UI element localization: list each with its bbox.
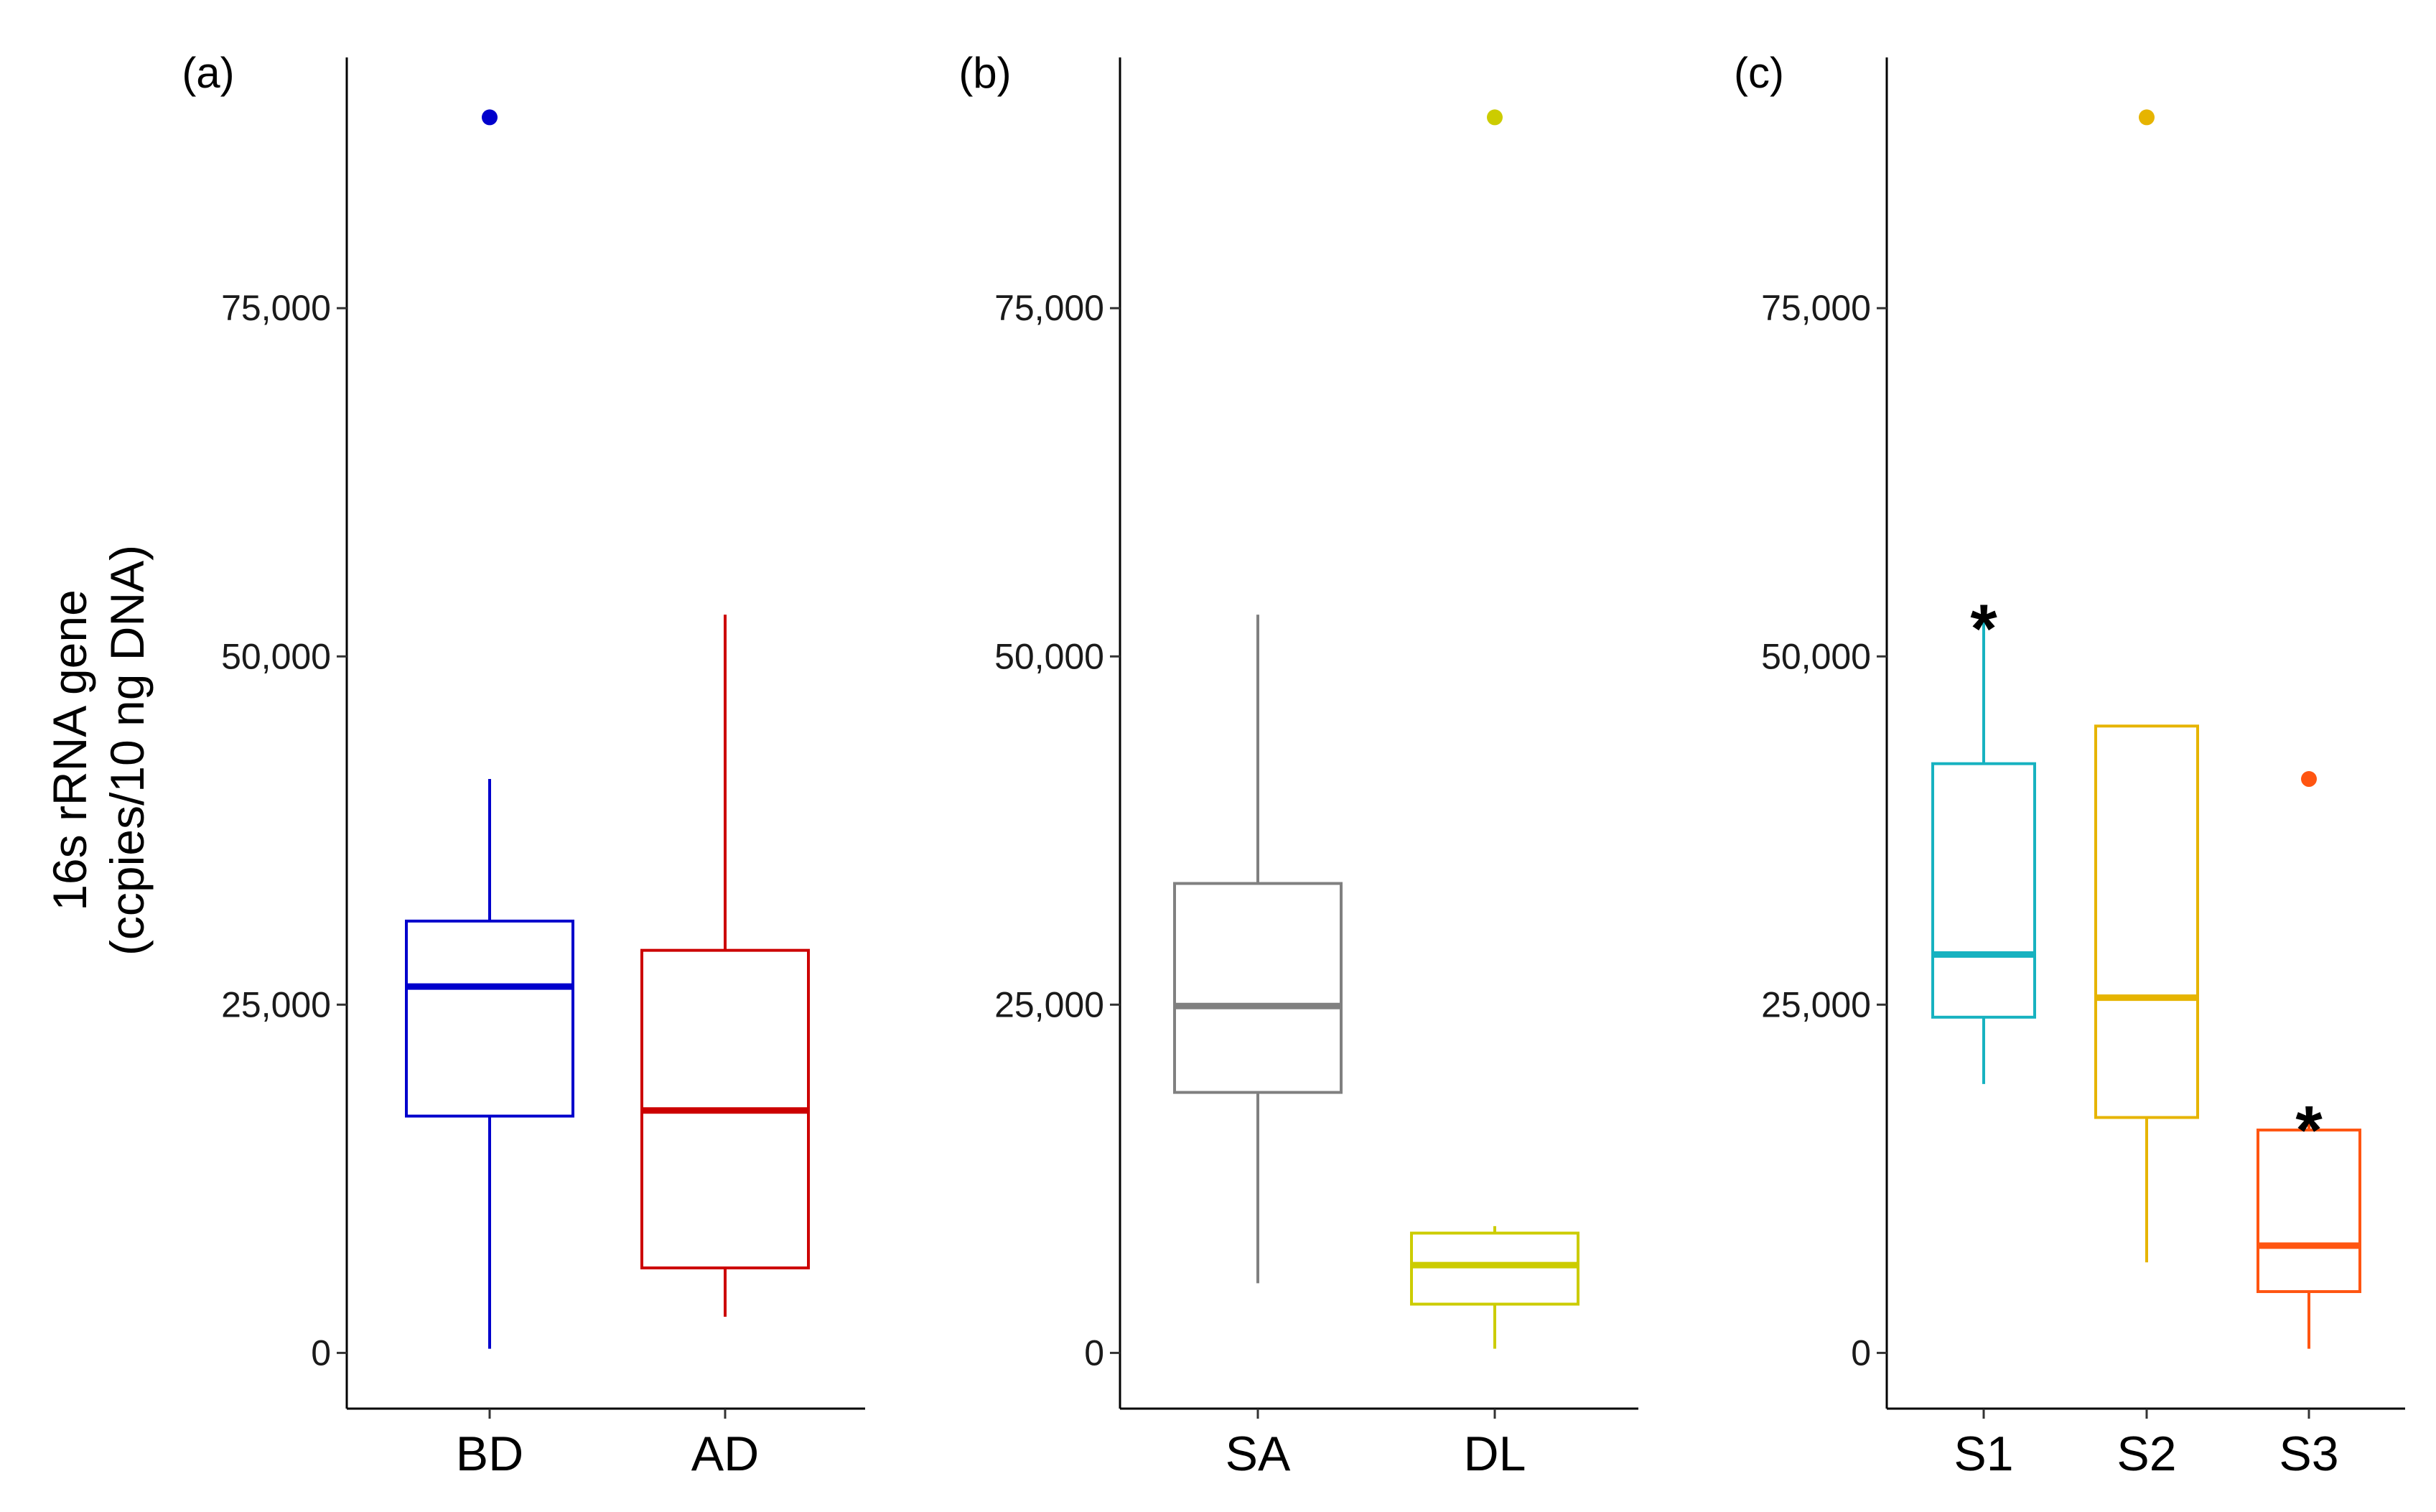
panel-label: (c) bbox=[1734, 49, 1784, 97]
x-category-label: S2 bbox=[2117, 1427, 2176, 1481]
panel-label: (a) bbox=[182, 49, 234, 97]
box-SA: SA bbox=[1173, 615, 1343, 1481]
box-iqr bbox=[1173, 882, 1343, 1094]
panel-c: 0 25,000 50,000 75,000 (c) S1 S2 S3 * * bbox=[1734, 49, 2405, 1481]
y-tick-label: 0 bbox=[311, 1333, 331, 1373]
x-category-label: S1 bbox=[1954, 1427, 2013, 1481]
box-BD: BD bbox=[405, 109, 574, 1481]
panel-label: (b) bbox=[958, 49, 1011, 97]
box-iqr bbox=[1931, 762, 2036, 1019]
box-iqr bbox=[2094, 724, 2199, 1119]
box-AD: AD bbox=[640, 615, 810, 1481]
y-tick-label: 50,000 bbox=[1761, 636, 1871, 676]
x-category-label: AD bbox=[691, 1427, 759, 1481]
box-S3: S3 bbox=[2257, 771, 2361, 1481]
outlier-point bbox=[482, 109, 498, 126]
box-S2: S2 bbox=[2094, 109, 2199, 1481]
y-tick-label: 75,000 bbox=[221, 288, 331, 328]
y-tick-label: 50,000 bbox=[221, 636, 331, 676]
y-axis-title-line1: 16s rRNA gene bbox=[43, 589, 96, 911]
y-tick-label: 50,000 bbox=[994, 636, 1104, 676]
x-category-label: SA bbox=[1226, 1427, 1291, 1481]
box-S1: S1 bbox=[1931, 615, 2036, 1481]
y-tick-label: 75,000 bbox=[1761, 288, 1871, 328]
y-tick-label: 25,000 bbox=[221, 984, 331, 1025]
outlier-point bbox=[2139, 109, 2155, 126]
x-category-label: S3 bbox=[2279, 1427, 2338, 1481]
y-tick-label: 25,000 bbox=[994, 984, 1104, 1025]
panel-a: 0 25,000 50,000 75,000 (a) BD AD bbox=[182, 49, 865, 1481]
box-iqr bbox=[1410, 1231, 1579, 1306]
box-iqr bbox=[2257, 1128, 2361, 1294]
y-tick-label: 25,000 bbox=[1761, 984, 1871, 1025]
y-tick-label: 75,000 bbox=[994, 288, 1104, 328]
y-tick-label: 0 bbox=[1084, 1333, 1104, 1373]
box-iqr bbox=[405, 919, 574, 1118]
significance-star: * bbox=[2295, 1092, 2323, 1169]
outlier-point bbox=[2301, 771, 2317, 788]
y-axis-title-line2: (ccpies/10 ng DNA) bbox=[101, 545, 154, 956]
x-category-label: DL bbox=[1464, 1427, 1526, 1481]
significance-star: * bbox=[1970, 590, 1997, 667]
y-tick-label: 0 bbox=[1851, 1333, 1871, 1373]
box-DL: DL bbox=[1410, 109, 1579, 1481]
panels: 0 25,000 50,000 75,000 (a) BD AD 0 25,000 50,000 7… bbox=[182, 49, 2405, 1481]
outlier-point bbox=[1487, 109, 1503, 126]
x-category-label: BD bbox=[456, 1427, 523, 1481]
panel-b: 0 25,000 50,000 75,000 (b) SA DL bbox=[958, 49, 1638, 1481]
